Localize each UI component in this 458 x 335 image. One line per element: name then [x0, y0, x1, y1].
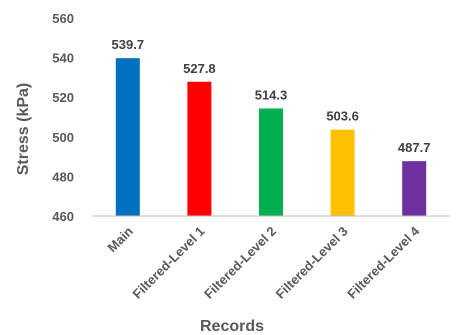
y-tick-label: 520	[52, 90, 74, 105]
data-label: 503.6	[326, 109, 359, 124]
x-tick-label: Filtered-Level 3	[273, 224, 351, 302]
y-tick-label: 460	[52, 209, 74, 224]
data-label: 514.3	[255, 87, 288, 102]
bars	[115, 58, 427, 216]
x-axis-title: Records	[200, 318, 264, 335]
x-tick-label: Filtered-Level 2	[201, 224, 279, 302]
x-tick-label: Filtered-Level 1	[129, 224, 207, 302]
data-label: 527.8	[183, 61, 216, 76]
bar-main	[115, 58, 140, 216]
y-axis-ticks: 460 480 500 520 540 560	[52, 11, 74, 224]
data-labels: 539.7 527.8 514.3 503.6 487.7	[112, 37, 431, 155]
data-label: 487.7	[398, 140, 431, 155]
y-axis-title: Stress (kPa)	[15, 83, 32, 176]
x-tick-label: Main	[104, 223, 136, 255]
x-tick-label: Filtered-Level 4	[344, 223, 423, 302]
y-tick-label: 540	[52, 51, 74, 66]
y-tick-label: 480	[52, 169, 74, 184]
bar-filtered-level-3	[330, 129, 355, 216]
bar-filtered-level-1	[187, 81, 212, 216]
bar-filtered-level-2	[259, 108, 283, 216]
y-tick-label: 500	[52, 130, 74, 145]
data-label: 539.7	[112, 37, 145, 52]
y-tick-label: 560	[52, 11, 74, 26]
bar-filtered-level-4	[402, 161, 427, 216]
